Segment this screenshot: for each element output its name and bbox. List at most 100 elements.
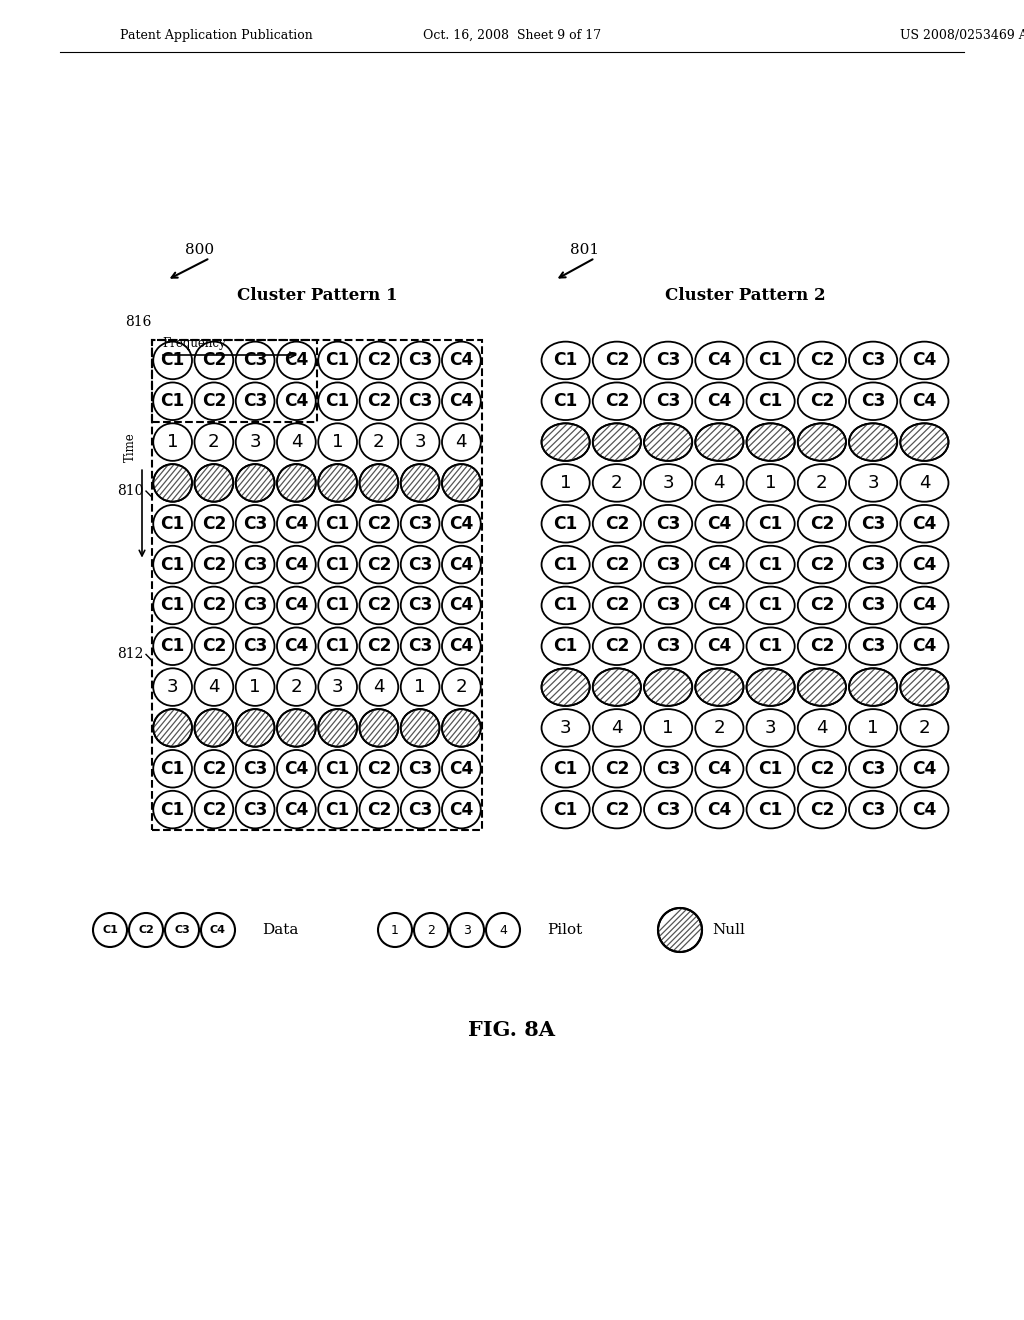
Text: C4: C4: [912, 760, 937, 777]
Ellipse shape: [195, 383, 233, 420]
Text: 810: 810: [118, 484, 144, 498]
Ellipse shape: [593, 750, 641, 788]
Text: 3: 3: [167, 678, 178, 696]
Ellipse shape: [542, 750, 590, 788]
Text: C3: C3: [408, 392, 432, 411]
Text: C3: C3: [243, 556, 267, 574]
Text: C2: C2: [605, 638, 629, 655]
Text: C3: C3: [243, 638, 267, 655]
Ellipse shape: [746, 750, 795, 788]
Ellipse shape: [900, 627, 948, 665]
Ellipse shape: [644, 750, 692, 788]
Text: C4: C4: [708, 597, 731, 614]
Ellipse shape: [695, 545, 743, 583]
Ellipse shape: [400, 586, 439, 624]
Text: C4: C4: [708, 556, 731, 574]
Ellipse shape: [195, 791, 233, 829]
Text: C2: C2: [367, 801, 391, 818]
Text: C3: C3: [861, 597, 886, 614]
Text: C4: C4: [708, 801, 731, 818]
Text: C1: C1: [554, 760, 578, 777]
Text: 1: 1: [167, 433, 178, 451]
Text: C4: C4: [912, 801, 937, 818]
Bar: [152, 341, 482, 830]
Ellipse shape: [154, 709, 193, 747]
Ellipse shape: [195, 506, 233, 543]
Ellipse shape: [442, 750, 480, 788]
Text: C3: C3: [861, 556, 886, 574]
Ellipse shape: [542, 383, 590, 420]
Text: Data: Data: [262, 923, 298, 937]
Ellipse shape: [318, 586, 357, 624]
Text: 1: 1: [560, 474, 571, 492]
Text: C2: C2: [367, 556, 391, 574]
Ellipse shape: [236, 668, 274, 706]
Ellipse shape: [593, 791, 641, 829]
Ellipse shape: [900, 586, 948, 624]
Ellipse shape: [900, 383, 948, 420]
Ellipse shape: [318, 627, 357, 665]
Ellipse shape: [442, 383, 480, 420]
Ellipse shape: [695, 668, 743, 706]
Text: C2: C2: [810, 392, 835, 411]
Text: 3: 3: [249, 433, 261, 451]
Text: Oct. 16, 2008  Sheet 9 of 17: Oct. 16, 2008 Sheet 9 of 17: [423, 29, 601, 41]
Ellipse shape: [442, 791, 480, 829]
Text: 3: 3: [765, 719, 776, 737]
Ellipse shape: [318, 342, 357, 379]
Text: C3: C3: [656, 638, 680, 655]
Ellipse shape: [644, 424, 692, 461]
Text: 800: 800: [185, 243, 214, 257]
Ellipse shape: [400, 465, 439, 502]
Ellipse shape: [695, 506, 743, 543]
Text: C3: C3: [243, 597, 267, 614]
Text: 3: 3: [415, 433, 426, 451]
Ellipse shape: [849, 465, 897, 502]
Ellipse shape: [236, 545, 274, 583]
Ellipse shape: [746, 791, 795, 829]
Text: 1: 1: [765, 474, 776, 492]
Text: C4: C4: [708, 760, 731, 777]
Text: C2: C2: [605, 801, 629, 818]
Text: C1: C1: [161, 638, 184, 655]
Ellipse shape: [195, 424, 233, 461]
Text: C4: C4: [450, 638, 473, 655]
Ellipse shape: [849, 709, 897, 747]
Ellipse shape: [165, 913, 199, 946]
Text: C2: C2: [138, 925, 154, 935]
Ellipse shape: [900, 709, 948, 747]
Ellipse shape: [644, 627, 692, 665]
Ellipse shape: [400, 627, 439, 665]
Ellipse shape: [746, 465, 795, 502]
Ellipse shape: [593, 342, 641, 379]
Ellipse shape: [400, 383, 439, 420]
Text: C4: C4: [285, 351, 308, 370]
Text: C3: C3: [656, 515, 680, 533]
Text: C1: C1: [759, 597, 782, 614]
Text: C2: C2: [202, 760, 226, 777]
Text: C3: C3: [656, 801, 680, 818]
Ellipse shape: [593, 627, 641, 665]
Text: C4: C4: [450, 556, 473, 574]
Text: C2: C2: [605, 392, 629, 411]
Ellipse shape: [195, 465, 233, 502]
Ellipse shape: [236, 342, 274, 379]
Text: C3: C3: [408, 556, 432, 574]
Text: C1: C1: [326, 597, 350, 614]
Ellipse shape: [644, 383, 692, 420]
Ellipse shape: [236, 791, 274, 829]
Ellipse shape: [695, 342, 743, 379]
Ellipse shape: [644, 545, 692, 583]
Ellipse shape: [400, 506, 439, 543]
Text: 816: 816: [126, 315, 152, 329]
Ellipse shape: [849, 545, 897, 583]
Text: C4: C4: [285, 760, 308, 777]
Ellipse shape: [798, 627, 846, 665]
Ellipse shape: [593, 545, 641, 583]
Text: 4: 4: [919, 474, 930, 492]
Text: 4: 4: [499, 924, 507, 936]
Text: 3: 3: [663, 474, 674, 492]
Ellipse shape: [236, 586, 274, 624]
Ellipse shape: [746, 586, 795, 624]
Text: C3: C3: [243, 515, 267, 533]
